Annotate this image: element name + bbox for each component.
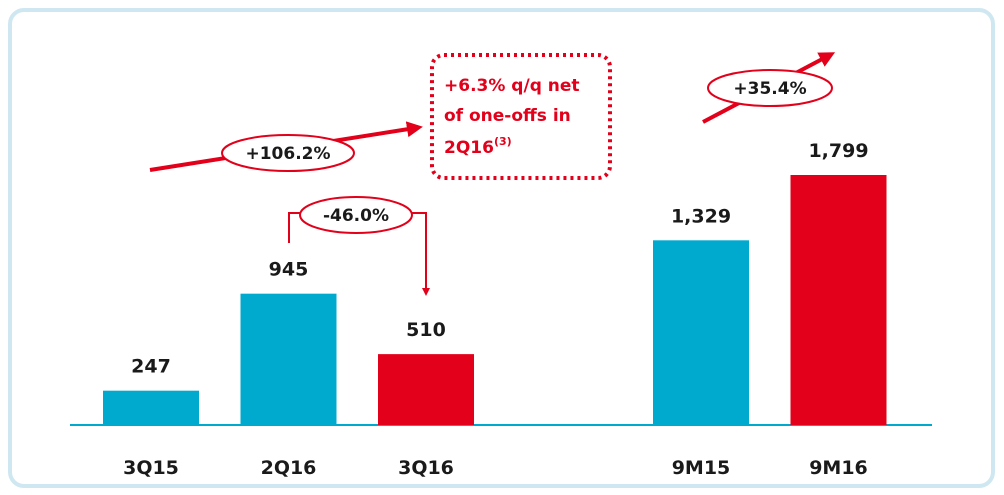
- note-line: 2Q16(3): [444, 135, 512, 158]
- note-line: of one-offs in: [444, 106, 571, 126]
- x-tick-label: 9M15: [672, 457, 731, 479]
- x-tick-label: 2Q16: [261, 457, 317, 479]
- x-tick-label: 3Q15: [123, 457, 179, 479]
- value-label: 247: [131, 356, 171, 378]
- annotation: -46.0%: [323, 206, 389, 226]
- callout: [221, 134, 355, 172]
- note-box: [430, 53, 612, 180]
- bar: [653, 240, 749, 425]
- bar: [790, 175, 887, 425]
- x-tick-label: 9M16: [809, 457, 868, 479]
- value-label: 945: [269, 259, 309, 281]
- note-superscript: (3): [494, 135, 512, 148]
- value-label: 1,329: [671, 205, 731, 227]
- note-line: +6.3% q/q net: [444, 76, 580, 96]
- bar: [378, 354, 474, 425]
- annotation: +35.4%: [733, 79, 806, 99]
- bar: [103, 390, 199, 425]
- callout: [299, 196, 413, 234]
- note-line: 2Q16: [444, 138, 494, 158]
- bar: [240, 293, 337, 425]
- value-label: 510: [406, 319, 446, 341]
- value-label: 1,799: [808, 140, 868, 162]
- annotation: +106.2%: [245, 144, 330, 164]
- callout: [707, 69, 833, 107]
- x-tick-label: 3Q16: [398, 457, 454, 479]
